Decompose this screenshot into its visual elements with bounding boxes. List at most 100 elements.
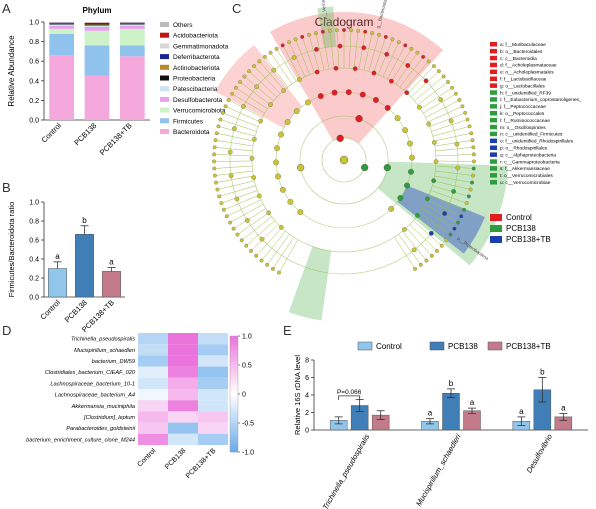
y-tick-label: 8 [305,358,309,365]
cladogram-leaf-node [217,194,222,199]
cladogram-node [266,210,271,216]
stacked-bar-segment [119,23,145,25]
cladogram-branch [215,175,254,183]
stacked-bar-segment [119,24,145,26]
y-tick-label: 0.4 [29,78,39,85]
bar [48,268,67,298]
cladogram-branch [228,99,263,118]
cladogram-branch [402,230,427,261]
y-axis-label: Firmicutes/Bacteroidota ratio [7,202,16,297]
cladogram-branch [373,36,387,73]
colorbar-step [230,365,238,369]
cladogram-branch [363,33,373,71]
cladogram-leaf-node [223,104,228,109]
taxa-legend-label: o: f__unidentified_Rhodospirillales [500,139,574,145]
cladogram-branch [219,185,256,197]
cladogram-node [428,230,434,236]
significance-letter: a [109,258,114,267]
cladogram-leaf-node [469,131,474,136]
cladogram-branch [424,204,459,223]
y-tick-label: 0.0 [29,295,39,302]
cladogram-branch [368,34,380,72]
heatmap-col-label: PCB138 [164,447,187,470]
colorbar-step [230,353,238,357]
cladogram-node [268,102,273,107]
colorbar-step [230,338,238,343]
cladogram-branch [235,87,268,110]
cladogram-leaf-node [396,40,401,45]
cladogram-leaf-node [465,117,470,122]
cladogram-leaf-node [212,159,216,164]
colorbar-step [230,379,238,383]
legend-label: Gemmatimonadota [173,43,229,50]
cladogram-node [394,115,401,122]
heatmap-cell [138,389,168,401]
colorbar-tick-label: -1.0 [242,450,254,457]
clade-highlight-sector [288,246,332,321]
colorbar-step [230,411,238,415]
colorbar-step [230,367,238,372]
y-axis-label: Relative 16S rDNA level [293,355,302,435]
cladogram-leaf-node [212,152,217,157]
colorbar-step [230,336,238,340]
cladogram-leaf-node [277,270,281,275]
y-tick-label: 0.8 [29,219,39,226]
stacked-bar-segment [49,24,75,26]
cladogram-node [259,236,265,242]
heatmap-cell [138,400,168,412]
cladogram-leaf-node [448,232,453,237]
colorbar-step [230,417,238,421]
significance-letter: b [449,379,454,388]
cladogram-branch [220,119,257,132]
group-legend-label: Control [506,213,532,222]
cladogram-branch [433,180,471,190]
colorbar-step [230,341,238,345]
legend-swatch [160,75,169,81]
cladogram-branch [301,36,315,73]
cladogram-branch [315,33,325,71]
cladogram-branch [416,216,447,241]
legend-swatch [160,32,169,38]
cladogram-node [425,196,430,202]
legend-swatch [160,129,169,134]
legend-swatch [160,22,169,27]
cladogram-leaf-node [426,59,431,64]
cladogram-branch [435,170,474,176]
cladogram-branch [215,139,254,147]
cladogram-leaf-node [244,243,249,248]
cladogram-leaf-node [220,110,225,115]
cladogram-branch [414,76,444,102]
cladogram-branch [261,230,286,261]
legend-swatch [160,96,169,102]
cladogram-leaf-node [421,54,426,59]
cladogram-leaf-node [215,187,220,192]
taxa-legend-swatch [490,48,497,54]
heatmap-row-label: Mucispirillum_schaedleri [74,348,136,354]
colorbar-step [230,388,238,392]
heatmap-cell [198,400,228,412]
cladogram-node [271,67,277,73]
heatmap-row-label: Lachnospiraceae_bacterium_A4 [55,393,135,399]
cladogram-leaf-node [452,226,457,231]
cladogram-node [297,77,302,82]
cladogram-node [337,43,343,49]
cladogram-branch [253,65,281,94]
cladogram-node [297,209,304,216]
cladogram-leaf-node [431,64,436,69]
group-legend-swatch [490,214,502,221]
cladogram-leaf-node [300,34,305,39]
cladogram-leaf-node [218,117,223,122]
taxa-legend-swatch [490,69,497,75]
cladogram-branch [423,93,456,114]
cladogram-node [359,91,366,98]
cladogram-branch [222,112,259,127]
legend-swatch [357,341,373,351]
panel-label-d: D [2,323,11,338]
cladogram-leaf-node [383,34,388,39]
taxa-legend-swatch [490,62,497,68]
cladogram-leaf-node [247,69,252,74]
stacked-bar-segment [84,25,110,27]
cladogram-branch [272,236,294,270]
cladogram-leaf-node [370,31,375,36]
cladogram-leaf-node [468,187,473,192]
